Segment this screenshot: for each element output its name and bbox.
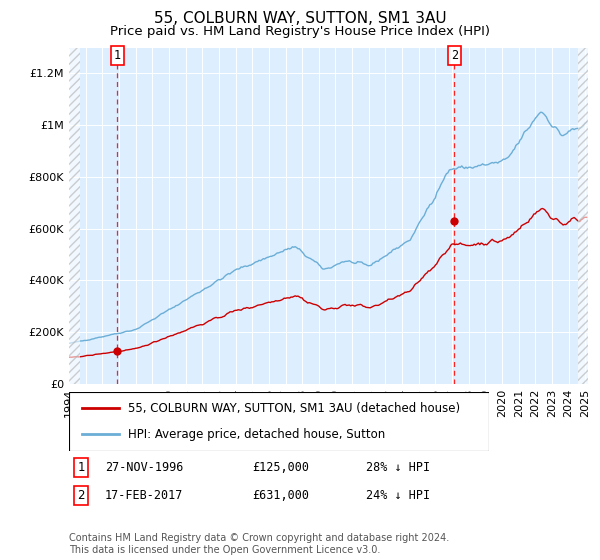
FancyBboxPatch shape — [69, 392, 489, 451]
Text: 1: 1 — [114, 49, 121, 62]
Text: HPI: Average price, detached house, Sutton: HPI: Average price, detached house, Sutt… — [128, 428, 385, 441]
Text: 28% ↓ HPI: 28% ↓ HPI — [366, 461, 430, 474]
Text: Price paid vs. HM Land Registry's House Price Index (HPI): Price paid vs. HM Land Registry's House … — [110, 25, 490, 38]
Text: 2: 2 — [77, 489, 85, 502]
Text: 55, COLBURN WAY, SUTTON, SM1 3AU: 55, COLBURN WAY, SUTTON, SM1 3AU — [154, 11, 446, 26]
Text: 17-FEB-2017: 17-FEB-2017 — [105, 489, 184, 502]
Text: £125,000: £125,000 — [252, 461, 309, 474]
Text: 2: 2 — [451, 49, 458, 62]
Text: 24% ↓ HPI: 24% ↓ HPI — [366, 489, 430, 502]
Bar — [69, 48, 80, 384]
Text: Contains HM Land Registry data © Crown copyright and database right 2024.
This d: Contains HM Land Registry data © Crown c… — [69, 533, 449, 555]
Text: £631,000: £631,000 — [252, 489, 309, 502]
Bar — [578, 48, 588, 384]
Text: 55, COLBURN WAY, SUTTON, SM1 3AU (detached house): 55, COLBURN WAY, SUTTON, SM1 3AU (detach… — [128, 402, 460, 415]
Text: 27-NOV-1996: 27-NOV-1996 — [105, 461, 184, 474]
Text: 1: 1 — [77, 461, 85, 474]
